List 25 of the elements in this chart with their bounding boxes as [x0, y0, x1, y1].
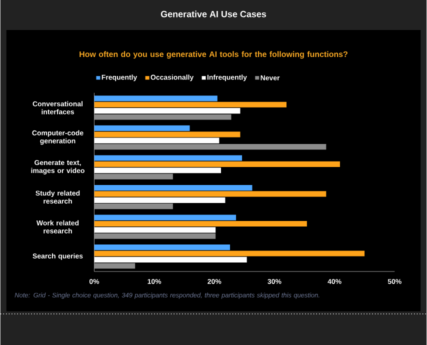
- bar: [94, 214, 236, 220]
- bar: [94, 262, 136, 269]
- bar: [94, 244, 230, 250]
- bar: [94, 167, 222, 173]
- bar: [94, 226, 216, 233]
- bar: [94, 95, 218, 102]
- bar: [94, 203, 173, 209]
- bar: [94, 233, 216, 239]
- bar: [94, 184, 252, 190]
- bar: [94, 131, 240, 138]
- bar: [94, 125, 190, 131]
- bar: [94, 174, 173, 180]
- bar: [94, 108, 240, 114]
- bar: [94, 250, 365, 256]
- bar: [94, 190, 326, 197]
- bar: [94, 144, 326, 150]
- bar: [94, 220, 307, 226]
- bar: [94, 155, 242, 161]
- bar: [94, 102, 286, 108]
- bar: [94, 197, 226, 203]
- bar: [94, 256, 247, 262]
- bar: [94, 114, 232, 120]
- chart-title: Generative AI Use Cases: [160, 10, 266, 18]
- bar: [94, 161, 340, 167]
- bar: [94, 138, 220, 144]
